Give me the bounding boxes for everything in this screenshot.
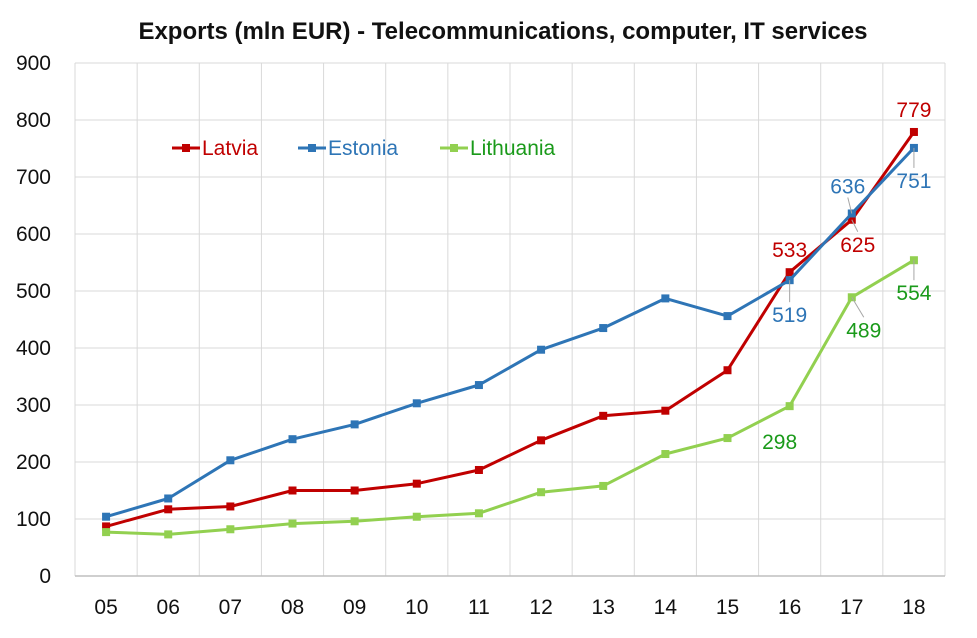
y-tick-label: 400 — [16, 337, 51, 360]
label-leader-line — [847, 197, 853, 214]
legend-label: Lithuania — [470, 137, 556, 160]
legend-item-estonia: Estonia — [298, 137, 398, 160]
data-point-estonia — [723, 312, 732, 321]
data-point-estonia — [474, 381, 483, 390]
y-tick-label: 300 — [16, 394, 51, 417]
data-point-latvia — [661, 406, 670, 415]
data-label-lithuania: 554 — [896, 282, 931, 305]
data-point-lithuania — [164, 530, 173, 539]
data-point-estonia — [599, 324, 608, 333]
x-tick-label: 08 — [281, 596, 304, 619]
y-tick-label: 800 — [16, 109, 51, 132]
axes: 0 100 200 300 400 500 600 700 800 900 05 06 07 08 09 10… — [16, 52, 945, 619]
data-point-estonia — [537, 345, 546, 354]
data-label-lithuania: 298 — [762, 431, 797, 454]
data-label-latvia: 625 — [840, 234, 875, 257]
data-point-estonia — [102, 512, 111, 521]
x-tick-label: 17 — [840, 596, 863, 619]
y-tick-label: 600 — [16, 223, 51, 246]
x-tick-label: 13 — [592, 596, 615, 619]
data-point-lithuania — [599, 481, 608, 490]
data-point-latvia — [474, 465, 483, 474]
data-point-latvia — [785, 268, 794, 277]
data-point-estonia — [226, 456, 235, 465]
data-label-latvia: 779 — [896, 99, 931, 122]
x-tick-label: 12 — [529, 596, 552, 619]
legend-swatch-marker — [308, 144, 316, 152]
legend: Latvia Estonia Lithuania — [172, 137, 556, 160]
legend-label: Latvia — [202, 137, 258, 160]
y-tick-label: 200 — [16, 451, 51, 474]
label-leader-line — [851, 297, 865, 318]
data-point-lithuania — [412, 512, 421, 521]
x-tick-label: 09 — [343, 596, 366, 619]
legend-swatch-marker — [182, 144, 190, 152]
data-point-lithuania — [102, 528, 111, 537]
series-line-lithuania — [106, 258, 915, 536]
data-point-lithuania — [226, 525, 235, 534]
data-point-lithuania — [661, 450, 670, 459]
x-tick-label: 10 — [405, 596, 428, 619]
data-point-latvia — [102, 522, 111, 531]
data-point-lithuania — [474, 509, 483, 518]
data-point-lithuania — [288, 519, 297, 528]
x-tick-label: 06 — [157, 596, 180, 619]
data-point-estonia — [412, 399, 421, 408]
y-tick-label: 0 — [39, 565, 51, 588]
data-point-estonia — [164, 494, 173, 503]
data-point-lithuania — [723, 434, 732, 443]
y-tick-label: 500 — [16, 280, 51, 303]
data-point-latvia — [350, 486, 359, 495]
x-tick-label: 18 — [902, 596, 925, 619]
data-point-lithuania — [350, 517, 359, 526]
x-tick-label: 11 — [468, 596, 490, 619]
series-line-estonia — [105, 146, 915, 519]
data-labels: 533 625 779 519 636 751 298 489 554 — [762, 99, 932, 454]
y-tick-label: 700 — [16, 166, 51, 189]
x-tick-label: 16 — [778, 596, 801, 619]
data-point-estonia — [350, 420, 359, 429]
data-point-latvia — [599, 411, 608, 420]
data-point-latvia — [164, 505, 173, 514]
y-tick-label: 900 — [16, 52, 51, 75]
data-label-latvia: 533 — [772, 239, 807, 262]
data-label-estonia: 751 — [896, 170, 931, 193]
x-tick-label: 05 — [94, 596, 117, 619]
data-point-lithuania — [537, 488, 546, 497]
data-point-latvia — [909, 127, 918, 136]
label-leader-line — [851, 219, 859, 232]
data-point-lithuania — [785, 402, 794, 411]
data-label-estonia: 636 — [830, 175, 865, 198]
x-tick-label: 07 — [219, 596, 242, 619]
data-point-latvia — [288, 486, 297, 495]
data-point-estonia — [288, 435, 297, 444]
data-label-lithuania: 489 — [846, 319, 881, 342]
legend-item-lithuania: Lithuania — [440, 137, 556, 160]
y-tick-label: 100 — [16, 508, 51, 531]
legend-item-latvia: Latvia — [172, 137, 258, 160]
data-point-latvia — [537, 436, 546, 445]
chart-title: Exports (mln EUR) - Telecommunications, … — [138, 18, 867, 45]
data-point-latvia — [723, 366, 732, 375]
legend-label: Estonia — [328, 137, 398, 160]
data-point-latvia — [412, 479, 421, 488]
x-tick-label: 14 — [654, 596, 678, 619]
data-point-latvia — [226, 502, 235, 511]
series-line-latvia — [105, 131, 916, 528]
data-label-estonia: 519 — [772, 304, 807, 327]
legend-swatch-marker — [450, 144, 458, 152]
data-point-estonia — [661, 294, 670, 303]
x-tick-label: 15 — [716, 596, 739, 619]
